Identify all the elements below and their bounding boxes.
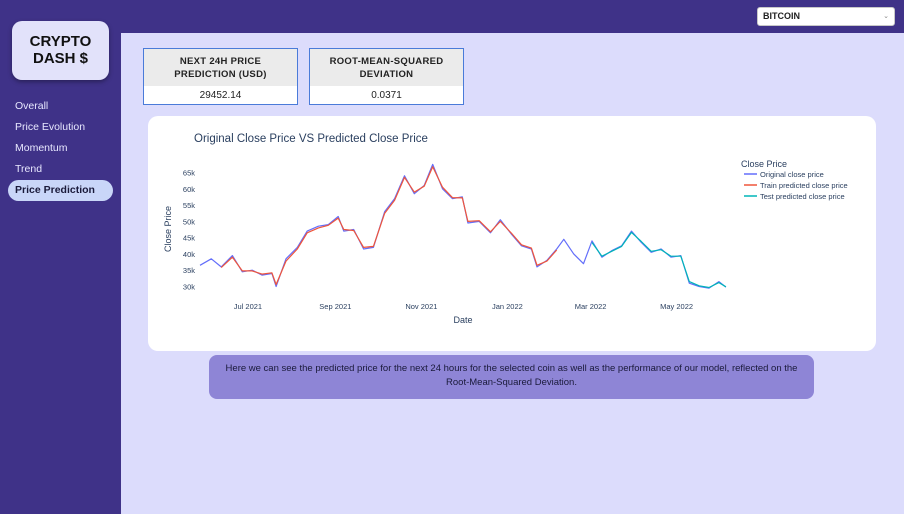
x-tick-label: Nov 2021 bbox=[405, 302, 437, 311]
series-line-train bbox=[220, 166, 558, 286]
series-line-test bbox=[591, 231, 727, 289]
prediction-card-title-line1: NEXT 24H PRICE bbox=[179, 56, 262, 67]
price-chart-svg: Original Close Price VS Predicted Close … bbox=[163, 133, 848, 325]
coin-dropdown[interactable]: BITCOIN ⌄ bbox=[757, 7, 895, 26]
rmsd-card-title: ROOT-MEAN-SQUARED DEVIATION bbox=[310, 49, 463, 86]
legend-item-train[interactable]: Train predicted close price bbox=[760, 181, 848, 190]
sidebar: CRYPTO DASH $ Overall Price Evolution Mo… bbox=[0, 0, 121, 514]
legend-title: Close Price bbox=[741, 159, 787, 169]
x-tick-label: May 2022 bbox=[660, 302, 693, 311]
chart-series bbox=[199, 163, 727, 289]
chart-y-ticks: 30k 35k 40k 45k 50k 55k 60k 65k bbox=[183, 169, 195, 292]
sidebar-item-overall[interactable]: Overall bbox=[15, 100, 49, 112]
x-tick-label: Sep 2021 bbox=[319, 302, 351, 311]
chart-x-ticks: Jul 2021 Sep 2021 Nov 2021 Jan 2022 Mar 2022… bbox=[234, 302, 693, 311]
y-tick-label: 30k bbox=[183, 282, 195, 291]
rmsd-card-value: 0.0371 bbox=[371, 90, 402, 101]
legend-item-original[interactable]: Original close price bbox=[760, 170, 824, 179]
prediction-card: NEXT 24H PRICE PREDICTION (USD) 29452.14 bbox=[143, 48, 298, 105]
sidebar-item-momentum[interactable]: Momentum bbox=[15, 142, 68, 154]
y-tick-label: 60k bbox=[183, 185, 195, 194]
chart-legend: Close Price Original close price Train p… bbox=[741, 159, 848, 201]
prediction-card-title-line2: PREDICTION (USD) bbox=[174, 69, 267, 80]
x-tick-label: Jul 2021 bbox=[234, 302, 262, 311]
y-tick-label: 55k bbox=[183, 201, 195, 210]
y-tick-label: 50k bbox=[183, 217, 195, 226]
legend-item-test[interactable]: Test predicted close price bbox=[760, 192, 845, 201]
price-chart[interactable]: Original Close Price VS Predicted Close … bbox=[148, 116, 876, 351]
rmsd-card-title-line2: DEVIATION bbox=[359, 69, 414, 80]
coin-dropdown-value: BITCOIN bbox=[763, 11, 800, 21]
sidebar-item-trend[interactable]: Trend bbox=[15, 163, 43, 175]
series-line-original bbox=[199, 163, 727, 289]
y-tick-label: 45k bbox=[183, 234, 195, 243]
sidebar-nav: Overall Price Evolution Momentum Trend P… bbox=[0, 96, 121, 201]
rmsd-card-title-line1: ROOT-MEAN-SQUARED bbox=[329, 56, 444, 67]
y-tick-label: 65k bbox=[183, 169, 195, 178]
app-logo[interactable]: CRYPTO DASH $ bbox=[12, 21, 109, 80]
chevron-down-icon: ⌄ bbox=[883, 13, 889, 20]
prediction-card-value: 29452.14 bbox=[199, 90, 242, 101]
x-tick-label: Jan 2022 bbox=[492, 302, 523, 311]
chart-title: Original Close Price VS Predicted Close … bbox=[194, 133, 428, 145]
info-note: Here we can see the predicted price for … bbox=[209, 355, 814, 399]
x-tick-label: Mar 2022 bbox=[575, 302, 607, 311]
sidebar-item-price-prediction[interactable]: Price Prediction bbox=[8, 180, 113, 201]
prediction-card-title: NEXT 24H PRICE PREDICTION (USD) bbox=[144, 49, 297, 86]
y-tick-label: 40k bbox=[183, 250, 195, 259]
logo-line2: DASH $ bbox=[32, 50, 88, 67]
y-tick-label: 35k bbox=[183, 266, 195, 275]
chart-x-label: Date bbox=[453, 315, 472, 325]
chart-y-label: Close Price bbox=[163, 206, 173, 252]
logo-line1: CRYPTO bbox=[29, 33, 92, 50]
sidebar-item-price-evolution[interactable]: Price Evolution bbox=[15, 121, 86, 133]
rmsd-card: ROOT-MEAN-SQUARED DEVIATION 0.0371 bbox=[309, 48, 464, 105]
